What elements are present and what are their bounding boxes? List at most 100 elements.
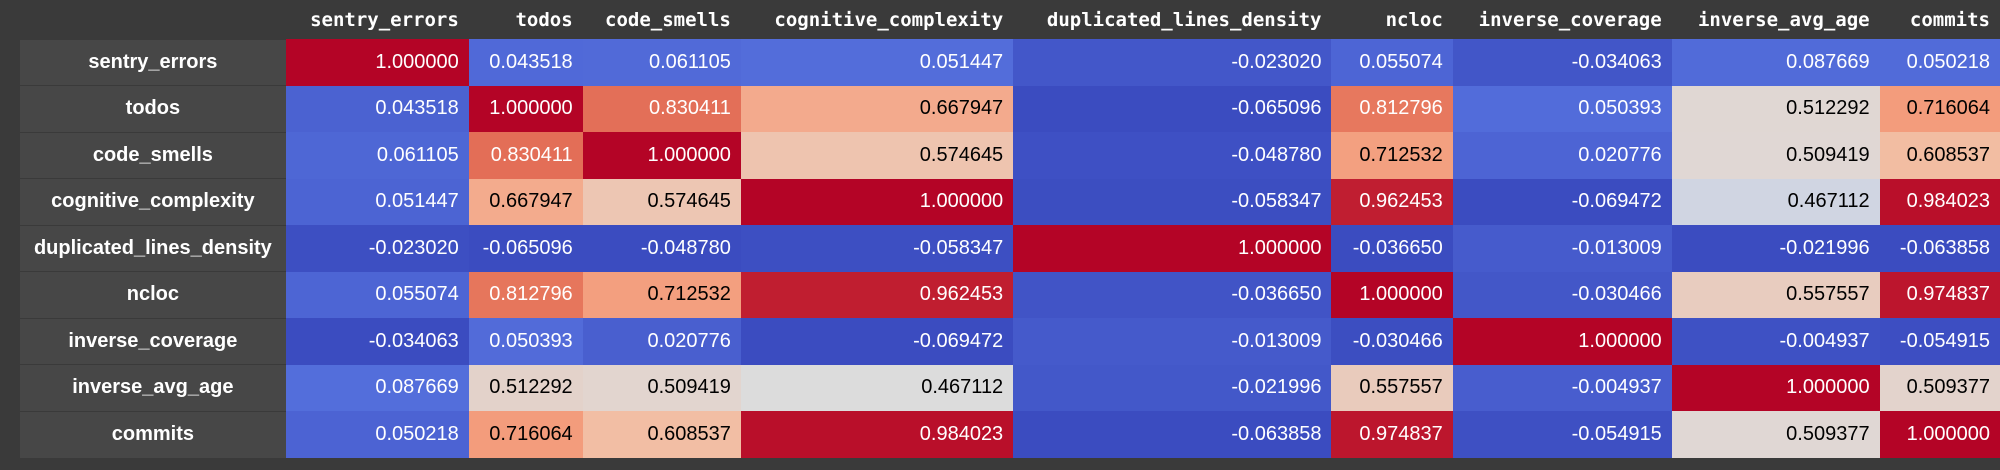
heatmap-cell: 1.000000 [1452,318,1672,365]
heatmap-cell: 0.812796 [468,271,583,318]
heatmap-cell: -0.054915 [1879,318,2000,365]
heatmap-cell: 1.000000 [1671,364,1880,411]
heatmap-cell: 0.830411 [582,85,741,132]
heatmap-cell: 0.050393 [1452,85,1672,132]
heatmap-cell: -0.023020 [285,225,469,272]
heatmap-cell: -0.063858 [1879,225,2000,272]
heatmap-cell: 0.557557 [1331,364,1453,411]
heatmap-cell: -0.023020 [1013,39,1332,86]
heatmap-cell: 0.050218 [285,411,469,458]
heatmap-cell: 1.000000 [1013,225,1332,272]
heatmap-cell: 0.667947 [740,85,1014,132]
row-header: duplicated_lines_density [20,224,286,272]
table-row: duplicated_lines_density -0.023020 -0.0650… [20,224,2000,272]
heatmap-cell: 1.000000 [740,178,1014,225]
row-header: cognitive_complexity [20,178,286,225]
row-header: ncloc [20,271,286,318]
heatmap-cell: -0.004937 [1671,318,1880,365]
heatmap-cell: 0.512292 [1671,85,1880,132]
row-header: inverse_coverage [20,317,286,365]
heatmap-cell: 0.830411 [468,132,583,179]
column-header: todos [515,8,573,31]
correlation-table: sentry_errors todos code_smells cognitive_c… [20,0,2000,458]
heatmap-cell: 0.043518 [468,39,583,86]
heatmap-cell: 0.509419 [582,364,741,411]
column-header: inverse_coverage [1478,8,1662,31]
table-row: inverse_avg_age 0.087669 0.512292 0.509419 0… [20,364,2000,411]
heatmap-cell: 0.608537 [582,411,741,458]
column-header: duplicated_lines_density [1046,8,1322,31]
heatmap-cell: -0.004937 [1452,364,1672,411]
table-body: sentry_errors 1.000000 0.043518 0.061105 0.0… [20,38,2000,458]
row-header: sentry_errors [20,38,286,86]
heatmap-cell: 0.087669 [285,364,469,411]
column-header: code_smells [605,8,731,31]
heatmap-cell: 0.020776 [582,318,741,365]
heatmap-cell: 0.716064 [1879,85,2000,132]
heatmap-cell: -0.063858 [1013,411,1332,458]
heatmap-cell: 0.051447 [285,178,469,225]
heatmap-cell: -0.034063 [1452,39,1672,86]
heatmap-cell: -0.036650 [1331,225,1453,272]
heatmap-cell: -0.048780 [582,225,741,272]
heatmap-cell: -0.058347 [740,225,1014,272]
heatmap-cell: 1.000000 [582,132,741,179]
heatmap-cell: 0.557557 [1671,271,1880,318]
row-header: inverse_avg_age [20,364,286,411]
table-row: todos 0.043518 1.000000 0.830411 0.667947 -0.… [20,85,2000,132]
table-row: cognitive_complexity 0.051447 0.667947 0.57… [20,178,2000,225]
heatmap-cell: 0.984023 [740,411,1014,458]
row-header: commits [20,410,286,458]
corner-cell [20,0,286,39]
heatmap-cell: -0.013009 [1013,318,1332,365]
heatmap-cell: 0.087669 [1671,39,1880,86]
heatmap-cell: -0.065096 [468,225,583,272]
table-row: sentry_errors 1.000000 0.043518 0.061105 0.0… [20,38,2000,86]
table-row: code_smells 0.061105 0.830411 1.000000 0.574… [20,131,2000,179]
heatmap-cell: 0.984023 [1879,178,2000,225]
column-header: inverse_avg_age [1697,8,1870,31]
heatmap-cell: 0.467112 [740,364,1014,411]
heatmap-cell: 0.712532 [1331,132,1453,179]
heatmap-cell: -0.069472 [740,318,1014,365]
heatmap-cell: 1.000000 [1879,411,2000,458]
heatmap-cell: 1.000000 [285,39,469,86]
table-row: inverse_coverage -0.034063 0.050393 0.02077… [20,317,2000,365]
column-header: sentry_errors [310,8,459,31]
heatmap-cell: -0.030466 [1331,318,1453,365]
heatmap-cell: 0.712532 [582,271,741,318]
column-header: ncloc [1385,8,1443,31]
heatmap-cell: 0.055074 [285,271,469,318]
heatmap-cell: 0.061105 [582,39,741,86]
column-header-row: sentry_errors todos code_smells cognitive_c… [20,0,2000,39]
heatmap-cell: 0.509419 [1671,132,1880,179]
heatmap-cell: -0.021996 [1671,225,1880,272]
heatmap-cell: -0.021996 [1013,364,1332,411]
heatmap-cell: 0.974837 [1879,271,2000,318]
heatmap-cell: 0.716064 [468,411,583,458]
heatmap-cell: 0.667947 [468,178,583,225]
heatmap-cell: 0.055074 [1331,39,1453,86]
table-row: ncloc 0.055074 0.812796 0.712532 0.962453 -0.… [20,271,2000,318]
heatmap-cell: 0.050218 [1879,39,2000,86]
column-header: commits [1909,8,1990,31]
heatmap-cell: 0.050393 [468,318,583,365]
heatmap-cell: 0.509377 [1671,411,1880,458]
heatmap-cell: -0.058347 [1013,178,1332,225]
heatmap-cell: -0.030466 [1452,271,1672,318]
heatmap-cell: -0.065096 [1013,85,1332,132]
heatmap-cell: -0.036650 [1013,271,1332,318]
heatmap-cell: 0.608537 [1879,132,2000,179]
heatmap-cell: 0.574645 [740,132,1014,179]
heatmap-cell: 0.962453 [1331,178,1453,225]
heatmap-cell: -0.048780 [1013,132,1332,179]
heatmap-cell: 0.020776 [1452,132,1672,179]
heatmap-cell: 0.962453 [740,271,1014,318]
heatmap-cell: 0.974837 [1331,411,1453,458]
heatmap-cell: 1.000000 [468,85,583,132]
table-row: commits 0.050218 0.716064 0.608537 0.984023-… [20,410,2000,458]
heatmap-cell: 0.051447 [740,39,1014,86]
heatmap-cell: 0.043518 [285,85,469,132]
heatmap-cell: -0.069472 [1452,178,1672,225]
heatmap-cell: 0.812796 [1331,85,1453,132]
